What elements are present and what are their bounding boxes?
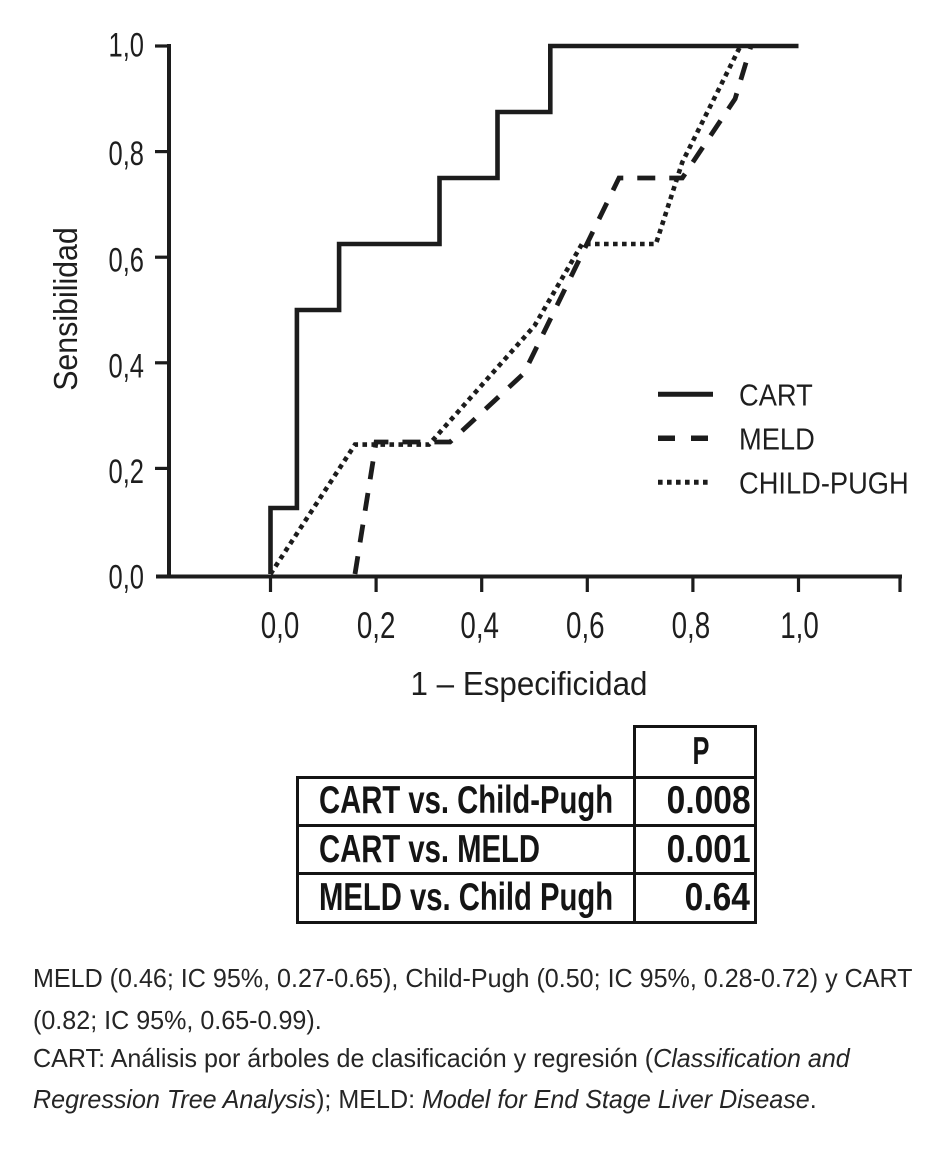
caption-segment: (0.82; IC 95%, 0.65-0.99). — [33, 1004, 322, 1035]
x-axis-title: 1 – Especificidad — [411, 665, 648, 702]
y-tick-label: 0,2 — [109, 453, 144, 490]
y-tick-label: 0,6 — [109, 242, 144, 279]
curve-child-pugh — [268, 44, 743, 576]
caption-line: CART: Análisis por árboles de clasificac… — [33, 1045, 879, 1071]
caption-segment: ); MELD: — [316, 1084, 423, 1114]
caption-segment-italic: Classification and — [653, 1042, 850, 1073]
caption-line: MELD (0.46; IC 95%, 0.27-0.65), Child-Pu… — [33, 965, 944, 991]
x-tick-label: 1,0 — [780, 604, 819, 646]
axis-tick-labels: 0,0 0,2 0,4 0,6 0,8 1,0 0,0 0,2 0,4 0,6 0,8 1,0 — [109, 27, 819, 646]
curve-meld — [352, 45, 754, 575]
x-tick-label: 0,6 — [566, 604, 605, 646]
x-tick-label: 0,8 — [672, 604, 711, 646]
p-value-table: P CART vs. Child-Pugh 0.008 CART vs. MEL… — [296, 725, 757, 924]
y-tick-label: 0,0 — [109, 559, 144, 596]
caption-segment: . — [809, 1084, 817, 1114]
legend-label-cart: CART — [739, 379, 813, 413]
table-row-label: CART vs. MELD — [296, 823, 633, 873]
roc-chart: 0,0 0,2 0,4 0,6 0,8 1,0 0,0 0,2 0,4 0,6 0,8 1,0 Sen… — [47, 27, 909, 702]
y-tick-label: 1,0 — [109, 27, 144, 64]
table-row-value: 0.64 — [633, 872, 757, 924]
table-row-label: MELD vs. Child Pugh — [296, 872, 633, 924]
caption-line: (0.82; IC 95%, 0.65-0.99). — [33, 1007, 332, 1033]
x-tick-label: 0,0 — [261, 604, 300, 646]
table-header-p: P — [633, 725, 757, 776]
table-row-label: CART vs. Child-Pugh — [296, 775, 633, 824]
table-row-value: 0.001 — [633, 823, 757, 873]
curve-cart — [268, 43, 799, 574]
caption-line: Regression Tree Analysis); MELD: Model f… — [33, 1086, 845, 1112]
caption-segment: MELD (0.46; IC 95%, 0.27-0.65), Child-Pu… — [33, 963, 913, 993]
caption-segment-italic: Model for End Stage Liver Disease — [422, 1084, 810, 1114]
axis-ticks — [155, 44, 801, 592]
x-tick-label: 0,2 — [357, 604, 396, 646]
y-tick-label: 0,8 — [109, 136, 144, 173]
y-axis-title: Sensibilidad — [47, 227, 84, 391]
table-row-value: 0.008 — [633, 775, 757, 824]
y-tick-label: 0,4 — [109, 348, 144, 385]
caption-segment: CART: Análisis por árboles de clasificac… — [33, 1042, 654, 1073]
legend: CART MELD CHILD-PUGH — [658, 379, 909, 501]
table-header-empty-cell — [296, 725, 633, 776]
x-tick-label: 0,4 — [460, 604, 499, 646]
caption-segment-italic: Regression Tree Analysis — [33, 1084, 317, 1114]
legend-label-meld: MELD — [739, 423, 815, 457]
legend-label-child-pugh: CHILD-PUGH — [739, 467, 909, 501]
